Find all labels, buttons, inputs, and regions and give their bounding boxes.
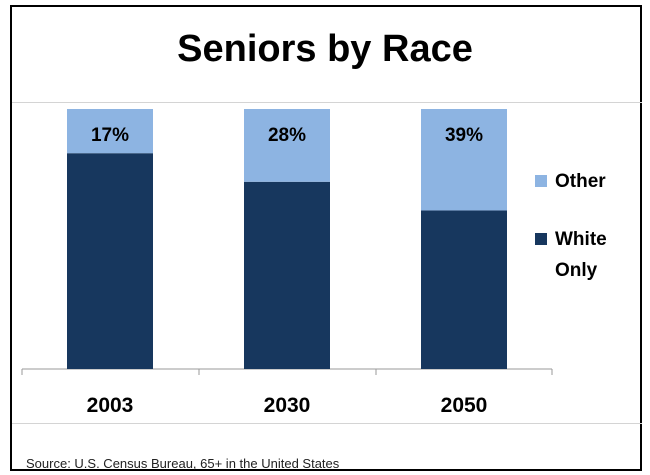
- slide-frame: [10, 5, 642, 471]
- data-label-2003: 17%: [91, 125, 129, 146]
- x-tick-label-2030: 2030: [264, 394, 311, 417]
- legend-label-white-only-line2: Only: [555, 260, 598, 281]
- bar-other-2030: [244, 109, 330, 182]
- x-tick-label-2003: 2003: [87, 394, 134, 417]
- bar-white-only-2050: [421, 210, 507, 369]
- bar-other-2003: [67, 109, 153, 154]
- chart-area: 17% 2003 28% 2030 39% 2050 Other White Only: [12, 102, 642, 424]
- stacked-bar-chart: 17% 2003 28% 2030 39% 2050 Other White Only: [21, 109, 607, 417]
- data-label-2050: 39%: [445, 125, 483, 146]
- source-note: Source: U.S. Census Bureau, 65+ in the U…: [26, 456, 340, 471]
- chart-title: Seniors by Race: [177, 28, 473, 70]
- legend-swatch-white-only: [535, 233, 547, 245]
- bar-other-2050: [421, 109, 507, 211]
- legend-label-white-only-line1: White: [555, 229, 607, 250]
- bar-white-only-2003: [67, 153, 153, 369]
- legend-swatch-other: [535, 175, 547, 187]
- data-label-2030: 28%: [268, 125, 306, 146]
- legend-label-other: Other: [555, 171, 606, 192]
- bar-white-only-2030: [244, 181, 330, 369]
- x-tick-label-2050: 2050: [441, 394, 488, 417]
